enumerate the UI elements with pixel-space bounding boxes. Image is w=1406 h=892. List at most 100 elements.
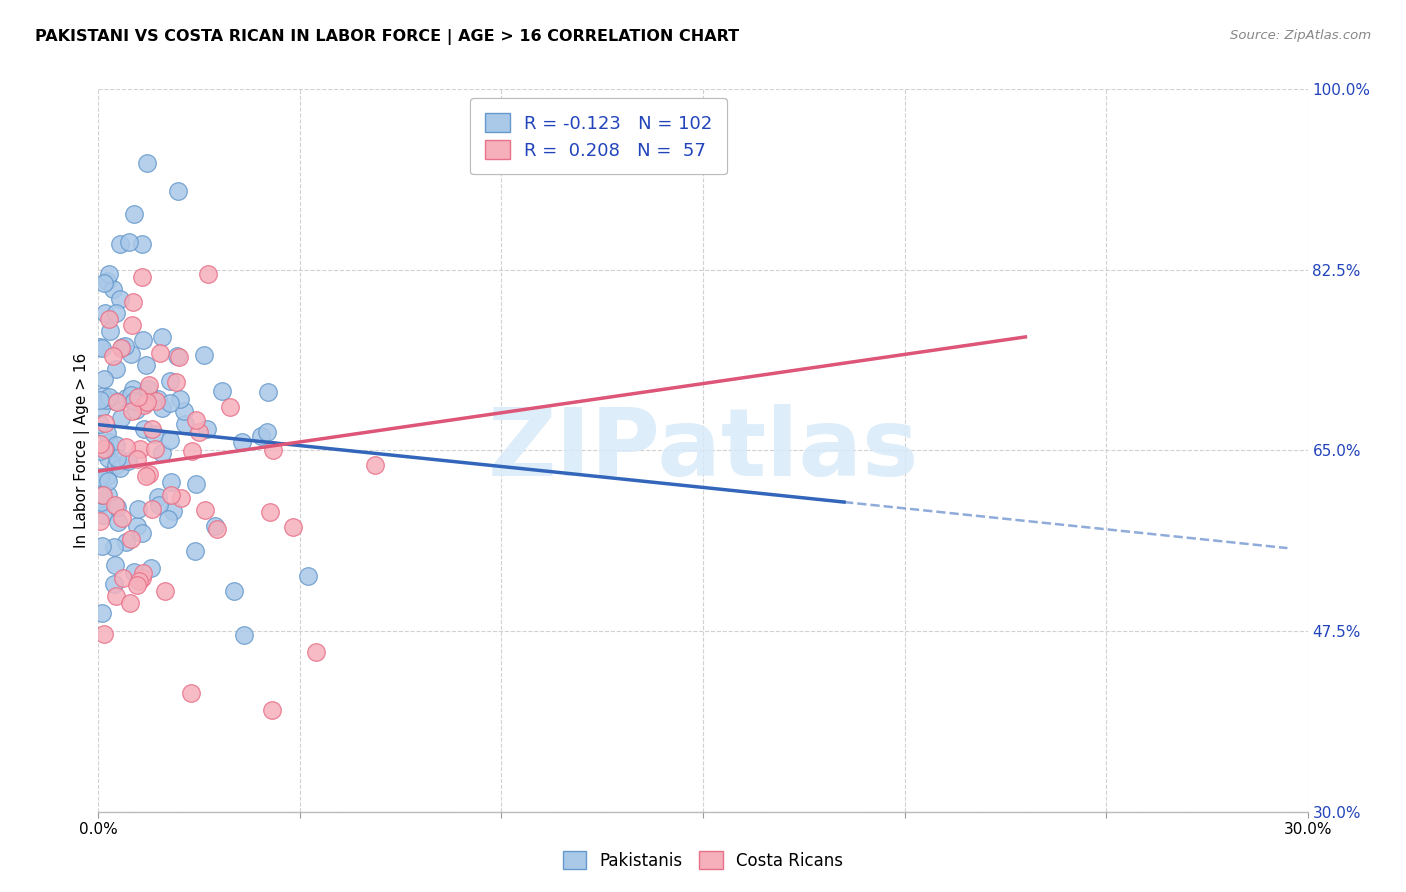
Point: [141, 501, 163, 516]
Point: [131, 269, 153, 284]
Point: [94, 392, 117, 407]
Point: [188, 425, 211, 439]
Point: [110, 411, 132, 425]
Point: [120, 387, 142, 401]
Point: [150, 446, 173, 460]
Point: [118, 235, 141, 249]
Point: [93, 306, 115, 320]
Point: [101, 282, 124, 296]
Point: [103, 577, 125, 591]
Point: [98, 267, 121, 281]
Point: [153, 584, 176, 599]
Point: [89, 437, 111, 451]
Point: [136, 156, 159, 170]
Point: [122, 206, 145, 220]
Point: [107, 500, 129, 515]
Point: [90, 606, 112, 620]
Point: [197, 267, 219, 281]
Point: [281, 520, 304, 534]
Point: [128, 574, 150, 588]
Point: [125, 518, 148, 533]
Point: [259, 505, 281, 519]
Point: [131, 237, 153, 252]
Point: [180, 685, 202, 699]
Point: [112, 571, 135, 585]
Point: [159, 475, 181, 489]
Point: [90, 497, 112, 511]
Point: [90, 494, 112, 508]
Point: [149, 346, 172, 360]
Point: [104, 558, 127, 573]
Point: [167, 185, 190, 199]
Point: [111, 340, 134, 354]
Point: [122, 382, 145, 396]
Point: [104, 589, 127, 603]
Point: [89, 470, 111, 484]
Point: [257, 384, 280, 399]
Point: [91, 488, 114, 502]
Point: [129, 442, 152, 456]
Point: [131, 387, 153, 401]
Point: [135, 358, 157, 372]
Point: [143, 426, 166, 441]
Point: [146, 392, 169, 406]
Point: [110, 461, 132, 475]
Point: [160, 488, 183, 502]
Point: [121, 347, 143, 361]
Point: [94, 416, 117, 430]
Point: [145, 394, 167, 409]
Point: [97, 312, 120, 326]
Point: [105, 362, 128, 376]
Text: Source: ZipAtlas.com: Source: ZipAtlas.com: [1230, 29, 1371, 42]
Point: [131, 526, 153, 541]
Point: [127, 578, 149, 592]
Point: [101, 349, 124, 363]
Point: [136, 382, 159, 396]
Point: [107, 395, 129, 409]
Point: [134, 422, 156, 436]
Point: [96, 274, 118, 288]
Point: [111, 510, 134, 524]
Point: [166, 349, 188, 363]
Point: [143, 442, 166, 456]
Point: [141, 422, 163, 436]
Point: [108, 236, 131, 251]
Point: [121, 404, 143, 418]
Point: [122, 295, 145, 310]
Point: [89, 514, 111, 528]
Point: [117, 454, 139, 468]
Point: [93, 372, 115, 386]
Point: [134, 398, 156, 412]
Point: [219, 401, 242, 415]
Point: [127, 501, 149, 516]
Point: [90, 401, 112, 415]
Point: [125, 452, 148, 467]
Point: [104, 458, 127, 472]
Point: [104, 393, 127, 408]
Point: [305, 645, 328, 659]
Point: [262, 703, 284, 717]
Point: [103, 540, 125, 554]
Point: [89, 393, 111, 408]
Point: [93, 442, 115, 457]
Point: [250, 428, 273, 442]
Point: [211, 384, 233, 398]
Point: [98, 390, 121, 404]
Point: [110, 341, 132, 355]
Point: [90, 341, 112, 355]
Point: [156, 512, 179, 526]
Point: [138, 377, 160, 392]
Point: [364, 458, 387, 472]
Point: [89, 443, 111, 458]
Point: [262, 443, 284, 458]
Point: [148, 498, 170, 512]
Point: [89, 340, 111, 354]
Point: [231, 435, 253, 450]
Point: [132, 566, 155, 581]
Point: [89, 417, 111, 431]
Point: [105, 306, 128, 320]
Point: [194, 502, 217, 516]
Point: [167, 351, 190, 365]
Point: [222, 583, 245, 598]
Point: [93, 488, 115, 502]
